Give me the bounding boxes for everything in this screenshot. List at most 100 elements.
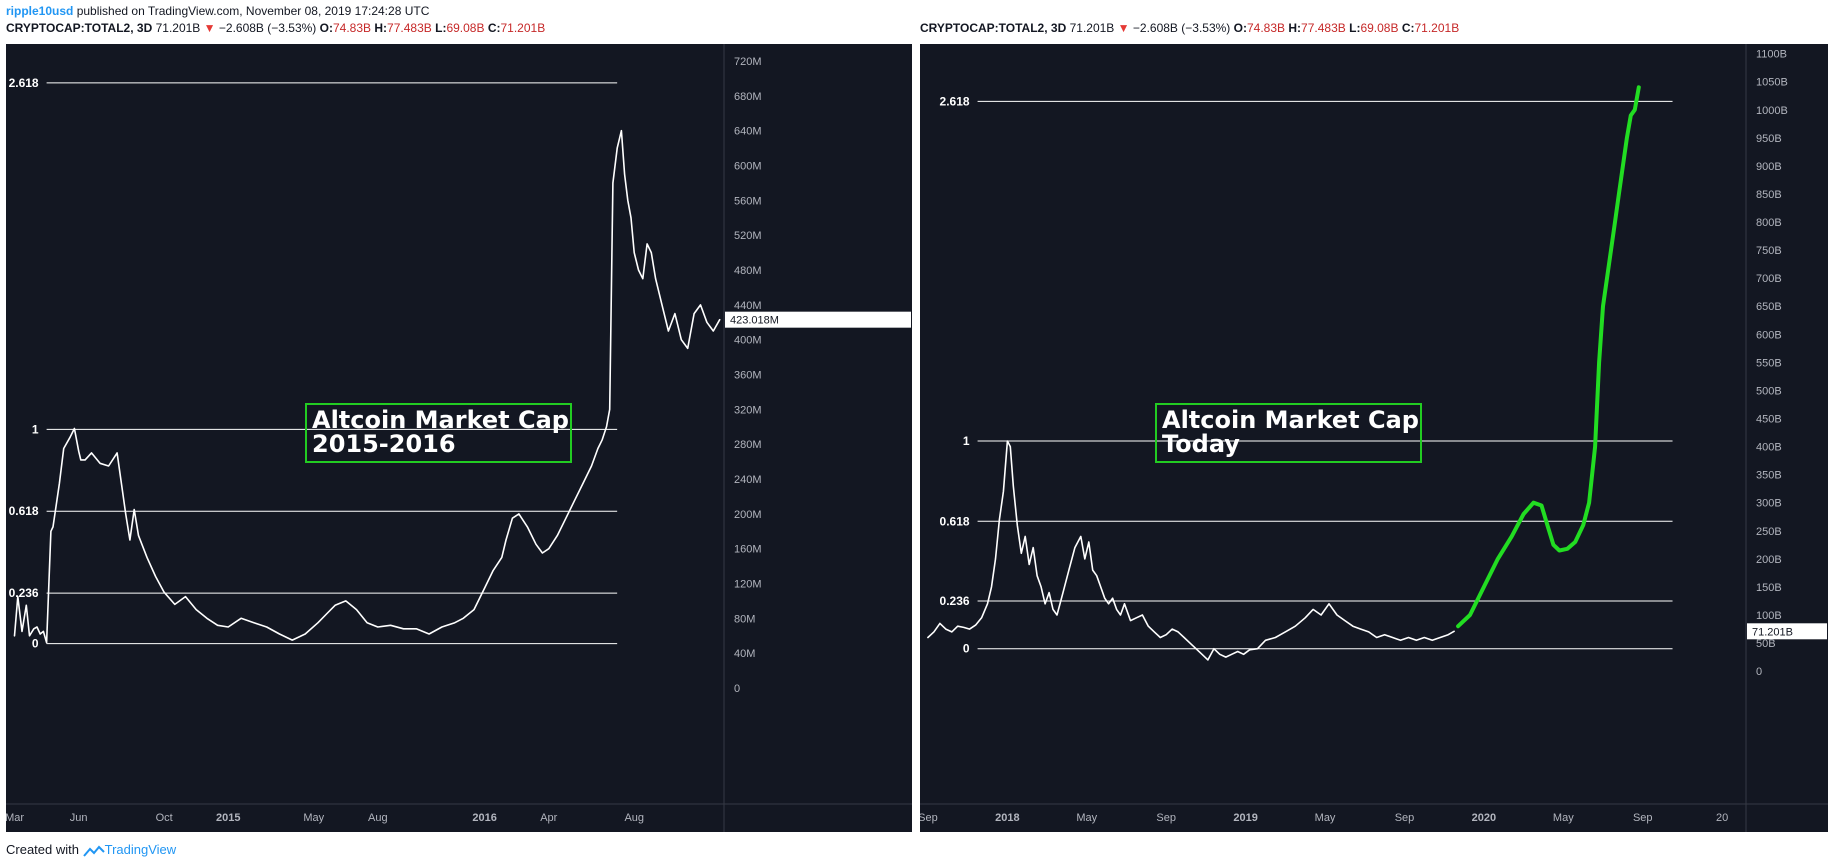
y-tick-label: 750B [1756,245,1782,257]
x-tick-label: 2018 [995,812,1019,824]
fib-level-label: 0 [32,637,39,651]
y-tick-label: 800B [1756,217,1782,229]
y-tick-label: 900B [1756,161,1782,173]
low-value: 69.08B [1360,21,1399,35]
y-tick-label: 200B [1756,554,1782,566]
y-tick-label: 150B [1756,582,1782,594]
fib-level-label: 0.618 [940,514,970,528]
y-tick-label: 520M [734,230,762,242]
y-tick-label: 280M [734,439,762,451]
low-label: L: [1349,21,1361,35]
x-tick-label: Apr [540,812,557,824]
y-tick-label: 1100B [1756,49,1787,61]
y-tick-label: 640M [734,126,762,138]
y-tick-label: 100B [1756,610,1782,622]
y-tick-label: 400B [1756,442,1782,454]
chart-panel-left[interactable]: 720M 680M 640M 600M 560M 520M 480M 440M 400M 360M… [6,44,912,832]
y-tick-label: 480M [734,265,762,277]
change-value: −2.608B (−3.53%) [1132,21,1231,35]
x-tick-label: Aug [368,812,388,824]
symbol-name[interactable]: CRYPTOCAP:TOTAL2, 3D [920,21,1067,35]
fib-level-label: 0.236 [940,594,970,608]
x-tick-label: Oct [156,812,173,824]
symbol-name[interactable]: CRYPTOCAP:TOTAL2, 3D [6,21,153,35]
y-tick-label: 50B [1756,638,1776,650]
chart-panel-right[interactable]: 1100B 1 0 50B 1000B 950B 900B 850B 800B 750B 700B 6… [920,44,1828,832]
x-tick-label: 2019 [1233,812,1257,824]
x-tick-label: 2016 [472,812,496,824]
y-tick-label: 120M [734,579,762,591]
y-tick-label: 700B [1756,273,1782,285]
y-tick-label: 40M [734,648,755,660]
price-label-text: 423.018M [730,315,779,327]
y-tick-label: 160M [734,544,762,556]
y-tick-label: 80M [734,613,755,625]
low-value: 69.08B [446,21,485,35]
price-label-bg [725,311,911,328]
y-tick-label: 200M [734,509,762,521]
publication-text: published on TradingView.com, November 0… [76,4,430,18]
price-label-bg [1747,623,1827,640]
close-label: C: [1401,21,1415,35]
x-tick-label: Jun [70,812,88,824]
price-line [927,440,1455,661]
y-tick-label: 360M [734,370,762,382]
y-tick-label: 650B [1756,301,1782,313]
x-tick-label: Sep [920,812,938,824]
symbol-info-left: CRYPTOCAP:TOTAL2, 3D 71.201B ▼ −2.608B (… [6,21,545,35]
publication-info: ripple10usd published on TradingView.com… [6,4,429,18]
x-tick-label: May [1553,812,1574,824]
price-label-text: 71.201B [1752,626,1793,638]
y-tick-label: 560M [734,195,762,207]
open-label: O: [1233,21,1247,35]
y-tick-label: 550B [1756,357,1782,369]
tradingview-logo-icon [82,845,105,857]
y-tick-label: 600M [734,161,762,173]
annotation-box [305,403,572,463]
fib-level-label: 2.618 [9,76,39,90]
y-tick-label: 1000B [1756,105,1788,117]
x-tick-label: May [303,812,324,824]
fib-level-label: 0 [963,642,970,656]
down-arrow-icon: ▼ [203,21,216,35]
annotation-text: Altcoin Market Cap [312,406,569,434]
y-tick-label: 950B [1756,133,1782,145]
x-tick-label: Sep [1633,812,1653,824]
y-tick-label: 850B [1756,189,1782,201]
tradingview-link[interactable]: TradingView [104,842,177,857]
created-with-text: Created with [6,842,79,857]
annotation-text: 2015-2016 [312,430,456,458]
close-value: 71.201B [500,21,546,35]
symbol-info-right: CRYPTOCAP:TOTAL2, 3D 71.201B ▼ −2.608B (… [920,21,1459,35]
y-tick-label: 500B [1756,385,1782,397]
high-value: 77.483B [1301,21,1346,35]
open-value: 74.83B [332,21,372,35]
x-tick-label: Aug [624,812,644,824]
price-line [13,129,721,644]
high-value: 77.483B [387,21,432,35]
x-tick-label: May [1315,812,1336,824]
open-value: 74.83B [1246,21,1286,35]
fib-level-label: 2.618 [940,94,970,108]
y-tick-label: 240M [734,474,762,486]
fib-level-label: 0.236 [9,586,39,600]
y-tick-label: 300B [1756,498,1782,510]
y-tick-label: 680M [734,91,762,103]
y-tick-label: 250B [1756,526,1782,538]
x-tick-label: 2015 [216,812,240,824]
footer: Created with TradingView [6,842,176,857]
high-label: H: [374,21,388,35]
annotation-text: Altcoin Market Cap [1162,406,1419,434]
fib-level-label: 1 [32,422,39,436]
open-label: O: [319,21,333,35]
author-link[interactable]: ripple10usd [6,4,74,18]
last-value: 71.201B [155,21,201,35]
x-tick-label: May [1076,812,1097,824]
fib-level-label: 1 [963,434,970,448]
y-tick-label: 720M [734,56,762,68]
x-tick-label: Mar [6,812,24,824]
annotation-box [1155,403,1422,463]
fib-level-label: 0.618 [9,504,39,518]
projection-line [1456,85,1641,629]
y-tick-label: 350B [1756,470,1782,482]
